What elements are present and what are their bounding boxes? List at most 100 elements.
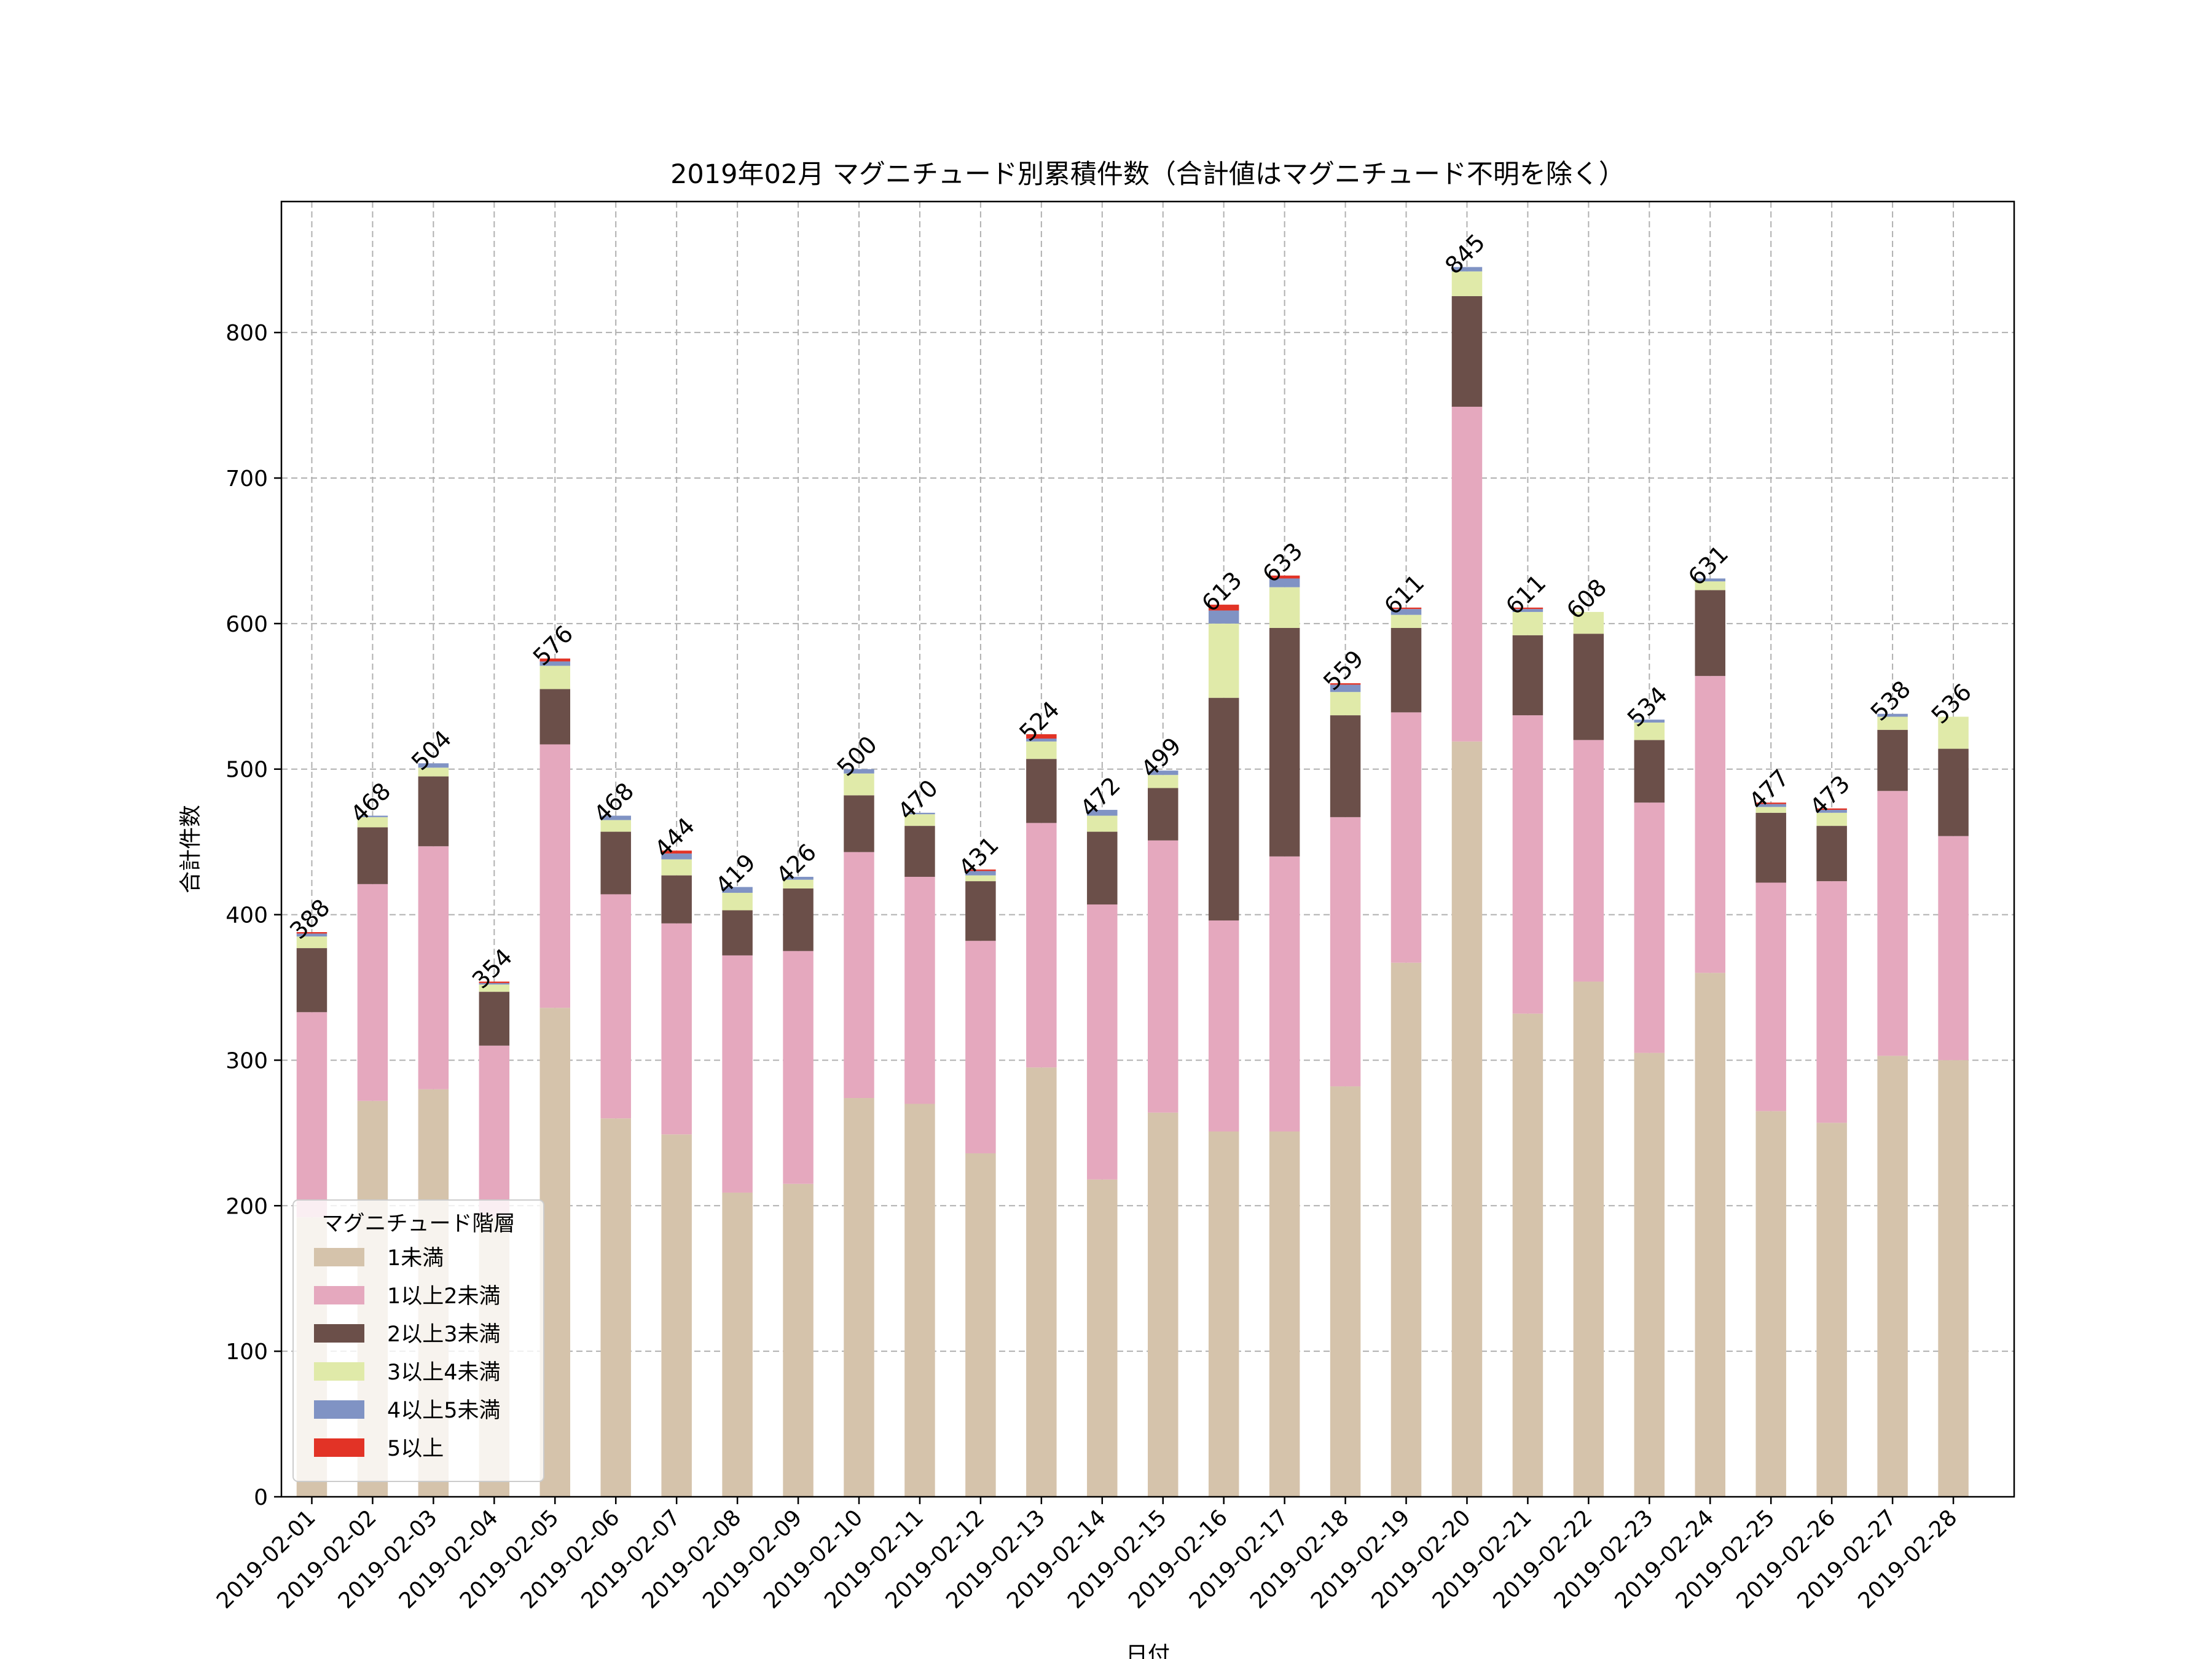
bar-segment-4 [1087, 815, 1118, 832]
total-label: 576 [528, 620, 578, 670]
bar-segment-5 [1330, 684, 1361, 692]
bar-segment-3 [1634, 740, 1665, 803]
y-tick-label: 200 [226, 1194, 268, 1219]
total-label: 499 [1135, 732, 1186, 783]
bar-segment-3 [357, 827, 388, 884]
bar-segment-2 [1087, 904, 1118, 1180]
bar-segment-4 [722, 893, 753, 911]
bar-segment-2 [1938, 836, 1969, 1061]
bar-segment-5 [296, 933, 327, 937]
bar-segment-5 [479, 982, 510, 985]
bar-segment-1 [1148, 1112, 1179, 1497]
y-tick-label: 0 [254, 1485, 268, 1510]
plot-frame [280, 200, 2015, 1498]
total-label: 472 [1075, 772, 1125, 822]
bar-segment-3 [296, 948, 327, 1013]
bar-segment-3 [1877, 729, 1908, 791]
legend-label-4: 3以上4未満 [387, 1360, 501, 1385]
y-tick-label: 700 [226, 466, 268, 492]
bar-segment-3 [1938, 748, 1969, 836]
bar-segment-1 [965, 1153, 996, 1497]
bar-segment-5 [357, 815, 388, 817]
bar-segment-2 [844, 852, 874, 1099]
bar-segment-4 [1026, 741, 1057, 759]
bar-segment-1 [1451, 741, 1483, 1497]
bar-segment-1 [600, 1118, 631, 1497]
bar-segment-4 [1451, 271, 1483, 296]
bar-segment-3 [1208, 697, 1239, 921]
total-label: 538 [1865, 675, 1916, 726]
bar-segment-4 [1512, 611, 1543, 635]
bar-segment-1 [1390, 962, 1422, 1497]
bar-segment-5 [600, 815, 631, 820]
bar-segment-4 [357, 817, 388, 828]
bar-segment-2 [1816, 881, 1847, 1123]
total-label: 536 [1926, 678, 1977, 729]
bar-segment-3 [965, 881, 996, 941]
bar-segment-3 [844, 795, 874, 852]
x-axis-ticks: 2019-02-012019-02-022019-02-032019-02-04… [212, 1497, 1962, 1614]
bar-segment-2 [1695, 676, 1725, 973]
y-tick-label: 500 [226, 758, 268, 783]
total-label: 419 [710, 849, 761, 899]
legend-swatch-6 [314, 1438, 364, 1457]
bar-segment-3 [722, 910, 753, 955]
total-label: 845 [1440, 229, 1490, 279]
y-tick-label: 600 [226, 612, 268, 637]
bar-segment-3 [1087, 831, 1118, 905]
bar-segment-2 [783, 951, 814, 1184]
legend-label-3: 2以上3未満 [387, 1322, 501, 1347]
bar-segment-6 [661, 850, 692, 854]
bar-segment-1 [1755, 1111, 1786, 1497]
bar-segment-1 [844, 1098, 874, 1497]
bar-segment-1 [1938, 1060, 1969, 1497]
bar-segment-4 [418, 767, 449, 777]
bar-segment-2 [1390, 712, 1422, 963]
bar-segment-4 [1695, 581, 1725, 590]
bar-segment-5 [1816, 810, 1847, 813]
bar-segment-3 [600, 831, 631, 895]
bars [296, 267, 1969, 1497]
legend-swatch-5 [314, 1400, 364, 1419]
bar-segment-2 [1877, 791, 1908, 1056]
bar-segment-3 [418, 776, 449, 847]
bar-segment-5 [1755, 804, 1786, 807]
bar-segment-2 [418, 846, 449, 1089]
bar-segment-1 [722, 1192, 753, 1497]
bar-segment-3 [783, 888, 814, 951]
bar-segment-2 [1634, 802, 1665, 1053]
bar-segment-3 [1573, 633, 1604, 740]
bar-segment-3 [904, 826, 935, 877]
legend-swatch-2 [314, 1286, 364, 1304]
bar-segment-6 [1026, 734, 1057, 739]
total-label: 524 [1014, 696, 1064, 746]
bar-segment-4 [1755, 807, 1786, 813]
bar-segment-5 [1695, 578, 1725, 582]
bar-segment-5 [539, 661, 570, 666]
bar-segment-6 [296, 932, 327, 934]
bar-segment-5 [965, 871, 996, 876]
bar-segment-2 [904, 877, 935, 1104]
y-tick-label: 100 [226, 1339, 268, 1365]
bar-segment-3 [539, 689, 570, 745]
bar-segment-1 [1573, 981, 1604, 1497]
bar-segment-5 [1512, 609, 1543, 612]
bar-segment-5 [418, 763, 449, 768]
legend-swatch-3 [314, 1324, 364, 1343]
bar-segment-3 [1755, 812, 1786, 883]
bar-segment-3 [1512, 635, 1543, 716]
bar-segment-4 [904, 814, 935, 826]
total-label: 470 [893, 774, 943, 825]
total-label: 468 [589, 777, 639, 828]
bar-segment-4 [1269, 587, 1300, 628]
total-label: 426 [771, 839, 822, 889]
bar-segment-3 [1026, 759, 1057, 823]
total-label: 534 [1622, 681, 1673, 732]
bar-segment-3 [661, 875, 692, 924]
bar-segment-5 [1451, 267, 1483, 272]
bar-segment-1 [1087, 1179, 1118, 1497]
bar-segment-1 [661, 1134, 692, 1497]
total-label: 504 [406, 725, 457, 775]
total-label: 559 [1318, 645, 1368, 696]
